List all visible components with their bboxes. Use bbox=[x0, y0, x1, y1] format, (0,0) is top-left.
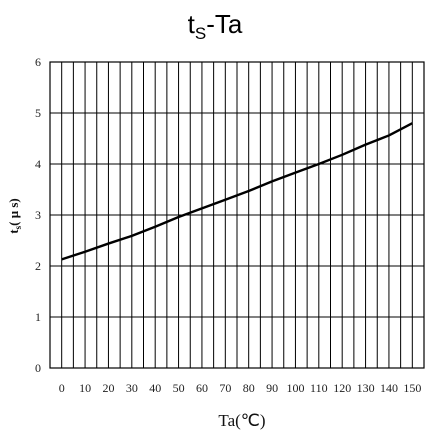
x-tick-label: 90 bbox=[266, 381, 278, 395]
x-tick-label: 50 bbox=[173, 381, 185, 395]
series-group bbox=[61, 122, 413, 261]
x-tick-label: 130 bbox=[357, 381, 375, 395]
chart-title-rest: -Ta bbox=[206, 9, 243, 39]
y-tick-label: 1 bbox=[35, 310, 41, 324]
y-axis-label-main: t bbox=[6, 229, 21, 234]
y-tick-labels: 0 1 2 3 4 5 6 bbox=[35, 55, 41, 375]
x-tick-label: 20 bbox=[102, 381, 114, 395]
series-line bbox=[61, 122, 413, 261]
x-tick-label: 0 bbox=[59, 381, 65, 395]
x-tick-label: 40 bbox=[149, 381, 161, 395]
y-axis-label-rest: ( μ s) bbox=[6, 198, 21, 226]
x-tick-label: 100 bbox=[286, 381, 304, 395]
y-tick-label: 3 bbox=[35, 208, 41, 222]
chart-title: tS-Ta bbox=[188, 9, 243, 43]
y-axis-label: ts( μ s) bbox=[6, 198, 23, 233]
x-tick-label: 150 bbox=[403, 381, 421, 395]
x-tick-label: 120 bbox=[333, 381, 351, 395]
y-tick-label: 2 bbox=[35, 259, 41, 273]
grid-lines bbox=[49, 61, 425, 369]
x-tick-label: 140 bbox=[380, 381, 398, 395]
x-axis-label: Ta(℃) bbox=[218, 411, 265, 430]
x-tick-label: 60 bbox=[196, 381, 208, 395]
chart-title-main: t bbox=[188, 9, 196, 39]
y-tick-label: 0 bbox=[35, 361, 41, 375]
x-tick-label: 10 bbox=[79, 381, 91, 395]
y-tick-label: 6 bbox=[35, 55, 41, 69]
y-tick-label: 5 bbox=[35, 106, 41, 120]
x-tick-label: 110 bbox=[310, 381, 328, 395]
x-tick-label: 30 bbox=[126, 381, 138, 395]
y-axis-label-sub: s bbox=[13, 225, 23, 229]
chart-title-sub: S bbox=[195, 24, 206, 43]
x-tick-label: 70 bbox=[219, 381, 231, 395]
y-tick-label: 4 bbox=[35, 157, 41, 171]
x-tick-labels: 0 10 20 30 40 50 60 70 80 90 100 110 120 130 140 150 bbox=[59, 381, 422, 395]
x-tick-label: 80 bbox=[243, 381, 255, 395]
plot-frame bbox=[49, 61, 425, 369]
